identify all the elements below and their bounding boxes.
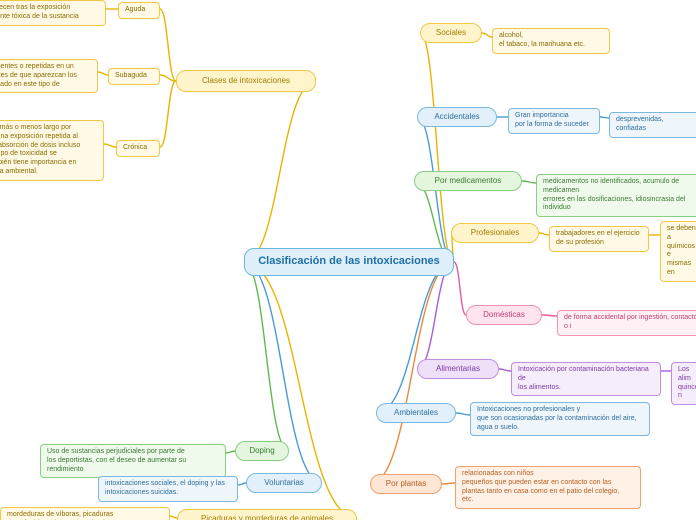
branch-doping: Doping — [235, 441, 289, 461]
branch-profesionales: Profesionales — [451, 223, 539, 243]
branch-sociales: Sociales — [420, 23, 482, 43]
branch-clases: Clases de intoxicaciones — [176, 70, 316, 92]
leaf-clases-1-0: frecuentes o repetidas en un e antes de … — [0, 59, 98, 93]
branch-accidentales: Accidentales — [417, 107, 497, 127]
branch-medicamentos: Por medicamentos — [414, 171, 522, 191]
leaf-ambientales-0: Intoxicaciones no profesionales y que so… — [470, 402, 650, 436]
leaf-plantas-0: relacionadas con niños pequeños que pued… — [455, 466, 641, 509]
central-node: Clasificación de las intoxicaciones — [244, 248, 454, 276]
leaf-accidentales-0: Gran importancia por la forma de suceder — [508, 108, 600, 134]
leaf-domesticas-0: de forma accidental por ingestión, conta… — [557, 310, 696, 336]
branch-domesticas: Domésticas — [466, 305, 542, 325]
leaf-voluntarias-0: intoxicaciones sociales, el doping y las… — [98, 476, 238, 502]
branch-picaduras: Picaduras y mordeduras de animales — [177, 509, 357, 520]
leaf-sociales-0: alcohol, el tabaco, la marihuana etc. — [492, 28, 610, 54]
leaf-clases-0-0: aparecen tras la exposición almente tóxi… — [0, 0, 106, 26]
leaf-profesionales-0-0: se deben a químicos e mismas en — [660, 221, 696, 282]
branch-plantas: Por plantas — [370, 474, 442, 494]
leaf-alimentarias-0-0: Los alim quince n — [671, 362, 696, 405]
leaf-clases-0: Aguda — [118, 2, 160, 19]
leaf-profesionales-0: trabajadores en el ejercicio de su profe… — [549, 226, 649, 252]
leaf-clases-1: Subaguda — [108, 68, 160, 85]
leaf-clases-2-0: plazo más o menos largo por be a una exp… — [0, 120, 104, 181]
leaf-alimentarias-0: Intoxicación por contaminación bacterian… — [511, 362, 661, 396]
leaf-picaduras-0: mordeduras de víboras, picaduras de arác… — [0, 507, 170, 520]
branch-alimentarias: Alimentarias — [417, 359, 499, 379]
branch-ambientales: Ambientales — [376, 403, 456, 423]
leaf-doping-0: Uso de sustancias perjudiciales por part… — [40, 444, 226, 478]
branch-voluntarias: Voluntarias — [246, 473, 322, 493]
leaf-medicamentos-0: medicamentos no identificados, acumulo d… — [536, 174, 696, 217]
leaf-clases-2: Crónica — [116, 140, 160, 157]
leaf-accidentales-0-0: desprevenidas, confiadas — [609, 112, 696, 138]
